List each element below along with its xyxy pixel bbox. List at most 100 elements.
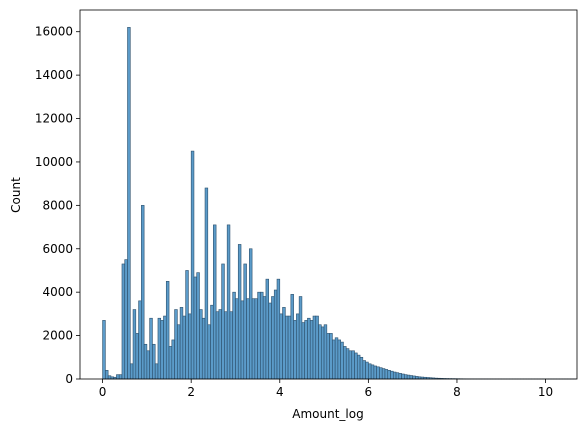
y-tick-label: 0 [65,372,73,386]
histogram-bar [246,298,250,380]
histogram-bar [224,311,228,380]
histogram-bar [279,313,283,380]
histogram-bar [118,374,123,380]
histogram-bar [387,370,391,380]
x-axis-ticks: 0 2 4 6 8 10 [99,379,553,399]
histogram-bar [210,304,214,380]
histogram-bar [356,354,361,380]
histogram-bar [163,315,167,380]
histogram-bar [282,307,286,380]
histogram-bar [412,375,416,380]
y-tick-label: 4000 [42,285,73,299]
histogram-bar [384,369,389,380]
histogram-bar [127,27,131,380]
histogram-bar [379,367,383,380]
histogram-bar [370,364,375,380]
histogram-bar [315,315,319,380]
histogram-bar [135,333,139,380]
histogram-bar [179,307,184,380]
y-tick-label: 2000 [42,329,73,343]
histogram-bar [107,375,112,380]
histogram-bar [351,350,355,380]
histogram-bar [392,371,397,380]
histogram-bar [254,298,258,380]
histogram-bar [215,311,220,380]
plot-frame [79,9,578,380]
histogram-bar [121,263,126,380]
bars-group [102,27,577,380]
histogram-bar [390,370,394,380]
histogram-bar [401,373,405,380]
histogram-bar [251,298,256,380]
histogram-bar [218,309,222,380]
histogram-bar [312,315,317,380]
histogram-bar [221,263,225,380]
histogram-bar [160,320,164,380]
histogram-bar [359,356,364,380]
histogram-bar [406,374,411,380]
histogram-bar [226,224,231,380]
histogram-bar [398,373,402,380]
histogram-bar [362,360,366,380]
histogram-bar [152,343,156,380]
histogram-bar [149,317,153,380]
histogram-bar [332,339,336,380]
histogram-bar [348,350,353,380]
histogram-bar [196,272,200,380]
histogram-bar [320,326,325,380]
histogram-bar [141,205,145,380]
histogram-bar [273,289,278,380]
histogram-bar [276,278,281,380]
y-tick-label: 8000 [42,198,73,212]
histogram-bar [260,291,264,380]
histogram-bar [171,339,175,380]
histogram-bar [365,361,369,380]
histogram-bar [376,366,380,380]
histogram-bar [132,309,137,380]
x-tick-label: 0 [99,385,107,399]
histogram-bar [323,324,328,380]
histogram-bar [345,348,350,380]
histogram-bar [249,248,253,380]
histogram-bar [307,317,311,380]
histogram-bar [235,298,239,380]
histogram-bar [157,317,162,380]
histogram-bar [116,374,120,380]
histogram-bar [129,363,134,380]
histogram-bar [143,343,148,380]
histogram-bar [354,352,358,380]
x-tick-label: 8 [453,385,461,399]
histogram-bar [381,368,386,380]
y-tick-label: 6000 [42,242,73,256]
histogram-bar [243,263,247,380]
histogram-bar [318,324,322,380]
histogram-bar [262,296,267,380]
histogram-bar [213,224,217,380]
histogram-bar [174,309,178,380]
histogram-bar [190,150,195,380]
x-axis-label: Amount_log [292,407,363,421]
histogram-bar [395,372,400,380]
histogram-bar [304,320,308,380]
histogram-bar [257,291,261,380]
histogram-bar [287,315,292,380]
histogram-bar [201,317,206,380]
histogram-bar [298,296,303,380]
y-axis-ticks: 0 2000 4000 6000 8000 10000 12000 14000 16000 [35,25,80,386]
histogram-bar [193,276,198,380]
histogram-bar [177,324,181,380]
histogram-bar [309,320,314,380]
histogram-bar [337,339,341,380]
histogram-bar [146,350,150,380]
histogram-bar [334,337,339,380]
histogram-bar [340,341,344,380]
histogram-bar [154,363,159,380]
histogram-bar [168,346,173,380]
histogram-bar [207,324,211,380]
histogram-bar [368,363,372,380]
histogram-bar [290,294,294,380]
histogram-bar [296,313,300,380]
y-tick-label: 12000 [35,112,73,126]
histogram-bar [285,315,289,380]
